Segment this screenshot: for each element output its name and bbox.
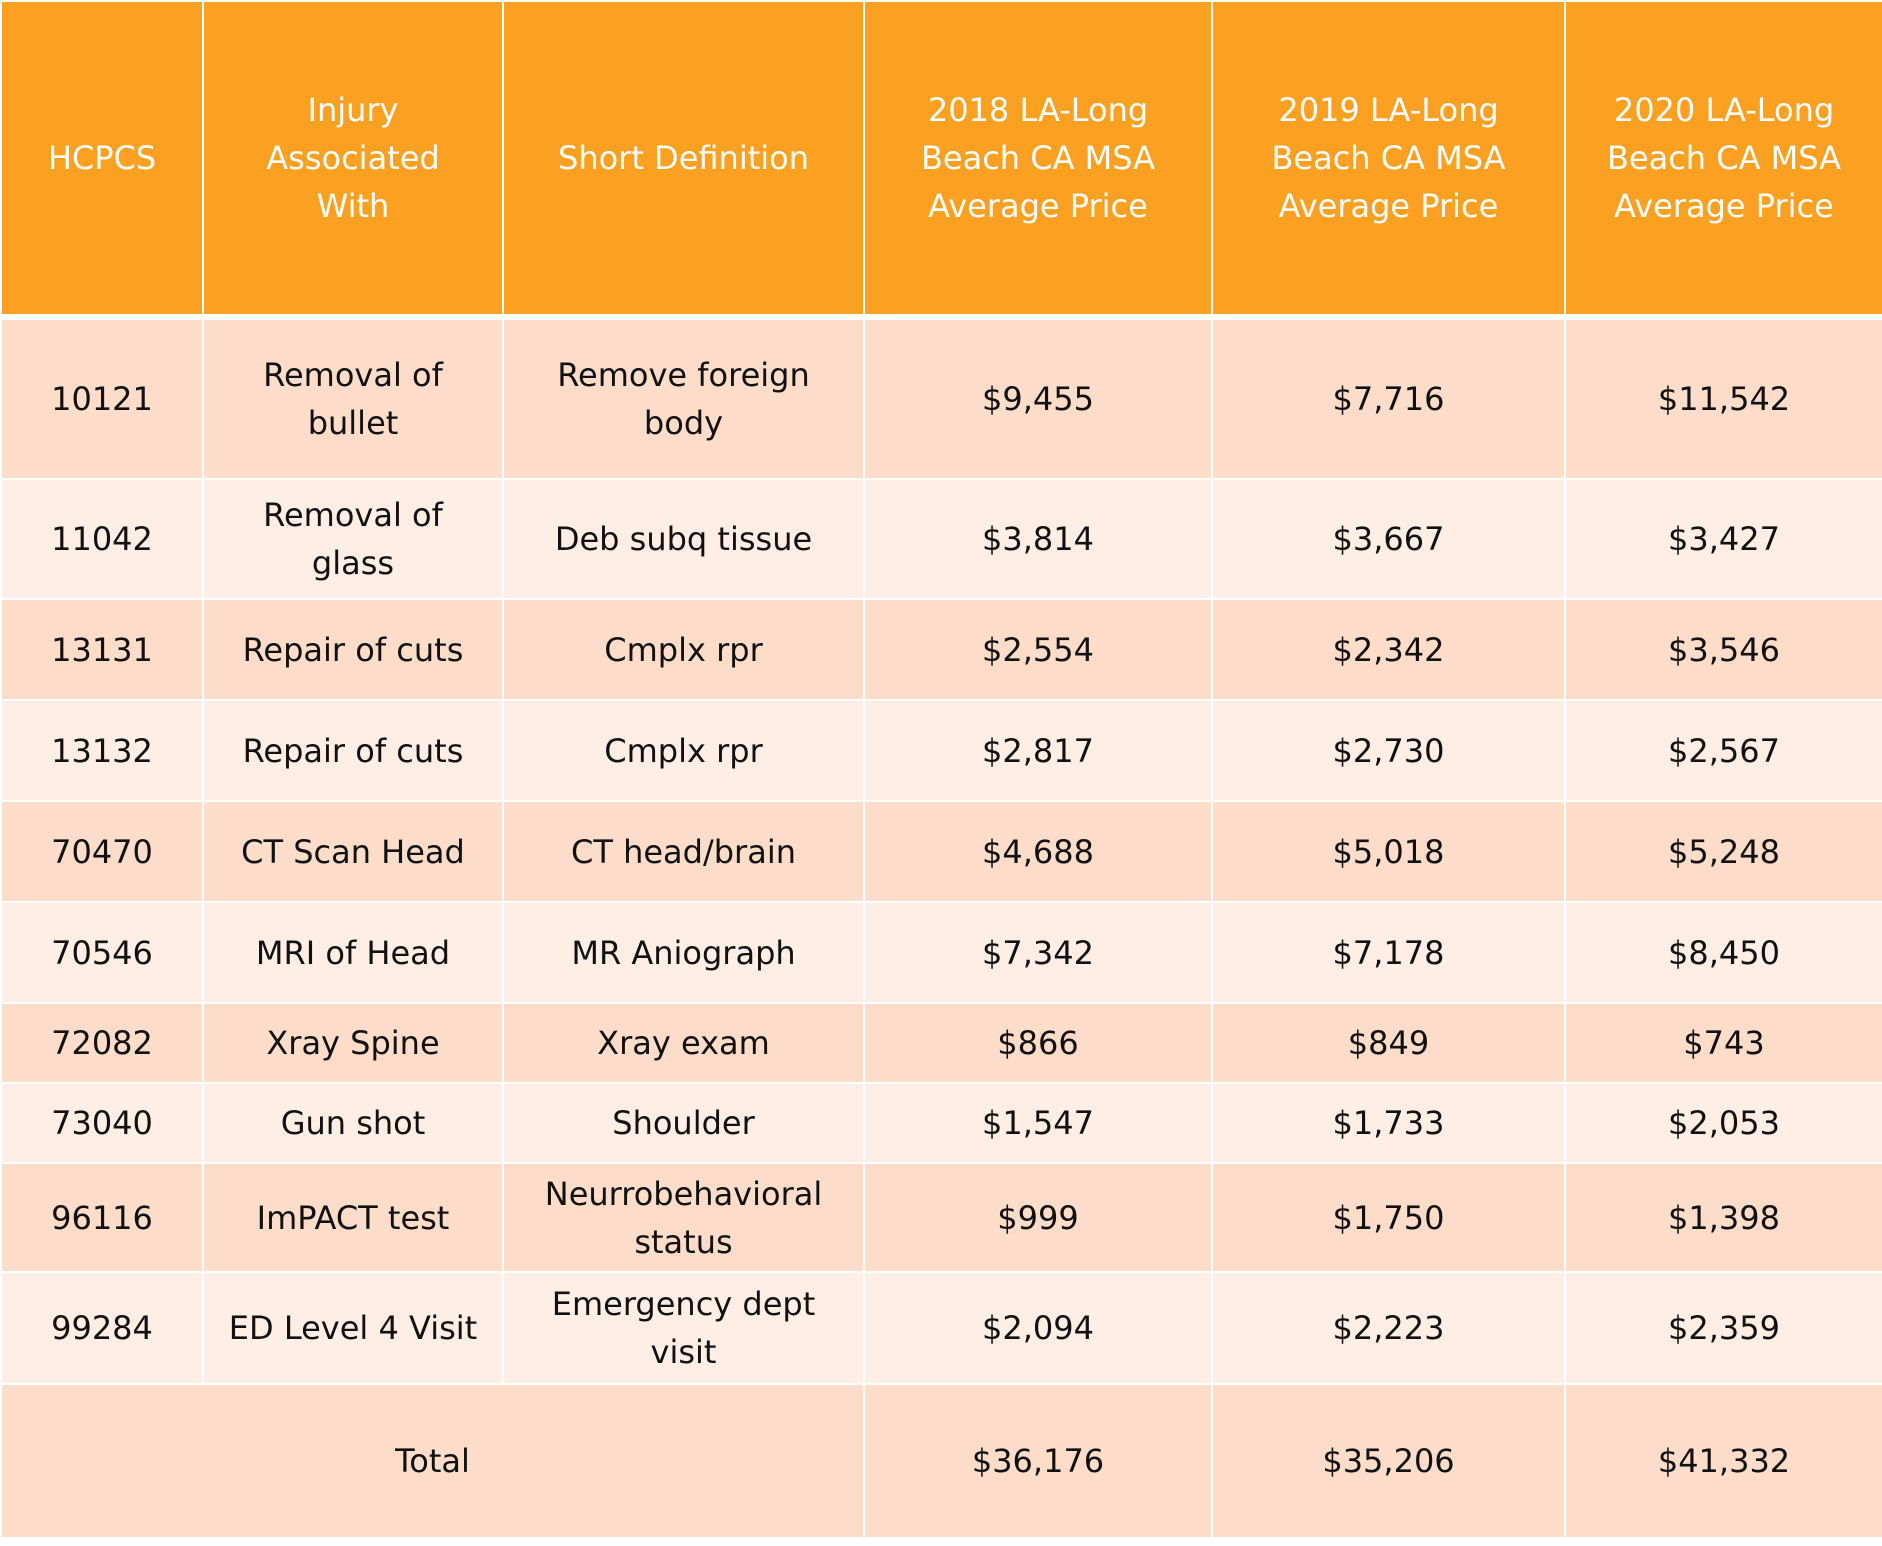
header-cell: 2020 LA-Long Beach CA MSA Average Price [1564,0,1882,320]
table-body: 10121 Removal of bullet Remove foreign bod… [0,316,1882,1539]
total-cell: $35,206 [1211,1383,1566,1539]
table-cell: $7,178 [1211,901,1566,1004]
table-cell: $2,359 [1564,1271,1882,1385]
table-cell: 13132 [0,699,204,802]
table-cell: $2,223 [1211,1271,1566,1385]
total-row: Total $36,176 $35,206 $41,332 [0,1383,1882,1539]
table-cell: $7,716 [1211,316,1566,480]
table-row: 73040 Gun shot Shoulder $1,547 $1,733 $2,053 [0,1082,1882,1164]
total-cell: $41,332 [1564,1383,1882,1539]
table-cell: $11,542 [1564,316,1882,480]
header-cell: 2018 LA-Long Beach CA MSA Average Price [863,0,1213,320]
table-cell: 99284 [0,1271,204,1385]
table-cell: Remove foreign body [502,316,865,480]
table-cell: $3,814 [863,478,1213,600]
table-cell: $743 [1564,1002,1882,1084]
table-cell: Emergency dept visit [502,1271,865,1385]
table-cell: Xray exam [502,1002,865,1084]
table-cell: Xray Spine [202,1002,504,1084]
table-row: 72082 Xray Spine Xray exam $866 $849 $743 [0,1002,1882,1084]
table-cell: Neurrobehavioral status [502,1162,865,1273]
table-cell: ED Level 4 Visit [202,1271,504,1385]
table-cell: Repair of cuts [202,699,504,802]
table-cell: Removal of glass [202,478,504,600]
table-cell: 72082 [0,1002,204,1084]
table-cell: $1,733 [1211,1082,1566,1164]
table-cell: Removal of bullet [202,316,504,480]
table-cell: $3,427 [1564,478,1882,600]
table-cell: $2,817 [863,699,1213,802]
table-row: 70470 CT Scan Head CT head/brain $4,688 $5,0… [0,800,1882,903]
table-row: 70546 MRI of Head MR Aniograph $7,342 $7,178… [0,901,1882,1004]
table-cell: $4,688 [863,800,1213,903]
header-cell: 2019 LA-Long Beach CA MSA Average Price [1211,0,1566,320]
table-cell: $3,546 [1564,598,1882,701]
table-cell: Cmplx rpr [502,699,865,802]
table-cell: CT head/brain [502,800,865,903]
table-cell: $2,567 [1564,699,1882,802]
table-cell: 70546 [0,901,204,1004]
table-cell: $849 [1211,1002,1566,1084]
header-cell: Short Definition [502,0,865,320]
table-cell: $9,455 [863,316,1213,480]
header-cell: HCPCS [0,0,204,320]
table-cell: $8,450 [1564,901,1882,1004]
table-cell: CT Scan Head [202,800,504,903]
table-cell: $5,018 [1211,800,1566,903]
table-row: 11042 Removal of glass Deb subq tissue $3,8… [0,478,1882,600]
table-cell: 96116 [0,1162,204,1273]
total-label: Total [0,1383,865,1539]
table-cell: Repair of cuts [202,598,504,701]
table-row: 13132 Repair of cuts Cmplx rpr $2,817 $2,730… [0,699,1882,802]
table-cell: $5,248 [1564,800,1882,903]
table-cell: $2,554 [863,598,1213,701]
table-row: 13131 Repair of cuts Cmplx rpr $2,554 $2,342… [0,598,1882,701]
table-cell: $2,342 [1211,598,1566,701]
table-row: 10121 Removal of bullet Remove foreign bod… [0,316,1882,480]
table-cell: $1,398 [1564,1162,1882,1273]
table-cell: ImPACT test [202,1162,504,1273]
table-cell: $1,547 [863,1082,1213,1164]
table-cell: $2,730 [1211,699,1566,802]
table-cell: $3,667 [1211,478,1566,600]
table-cell: 70470 [0,800,204,903]
table-cell: $2,053 [1564,1082,1882,1164]
header-row: HCPCS Injury Associated With Short Definit… [0,0,1882,320]
table-cell: Deb subq tissue [502,478,865,600]
table-row: 99284 ED Level 4 Visit Emergency dept visi… [0,1271,1882,1385]
table-cell: 73040 [0,1082,204,1164]
table-cell: $1,750 [1211,1162,1566,1273]
table-cell: 11042 [0,478,204,600]
table-cell: $999 [863,1162,1213,1273]
table-cell: MRI of Head [202,901,504,1004]
table-cell: Gun shot [202,1082,504,1164]
table-cell: Shoulder [502,1082,865,1164]
table-row: 96116 ImPACT test Neurrobehavioral status $… [0,1162,1882,1273]
header-cell: Injury Associated With [202,0,504,320]
table-cell: 13131 [0,598,204,701]
table-cell: MR Aniograph [502,901,865,1004]
table-cell: $2,094 [863,1271,1213,1385]
table-cell: 10121 [0,316,204,480]
table-cell: $7,342 [863,901,1213,1004]
total-cell: $36,176 [863,1383,1213,1539]
table-cell: Cmplx rpr [502,598,865,701]
table-cell: $866 [863,1002,1213,1084]
